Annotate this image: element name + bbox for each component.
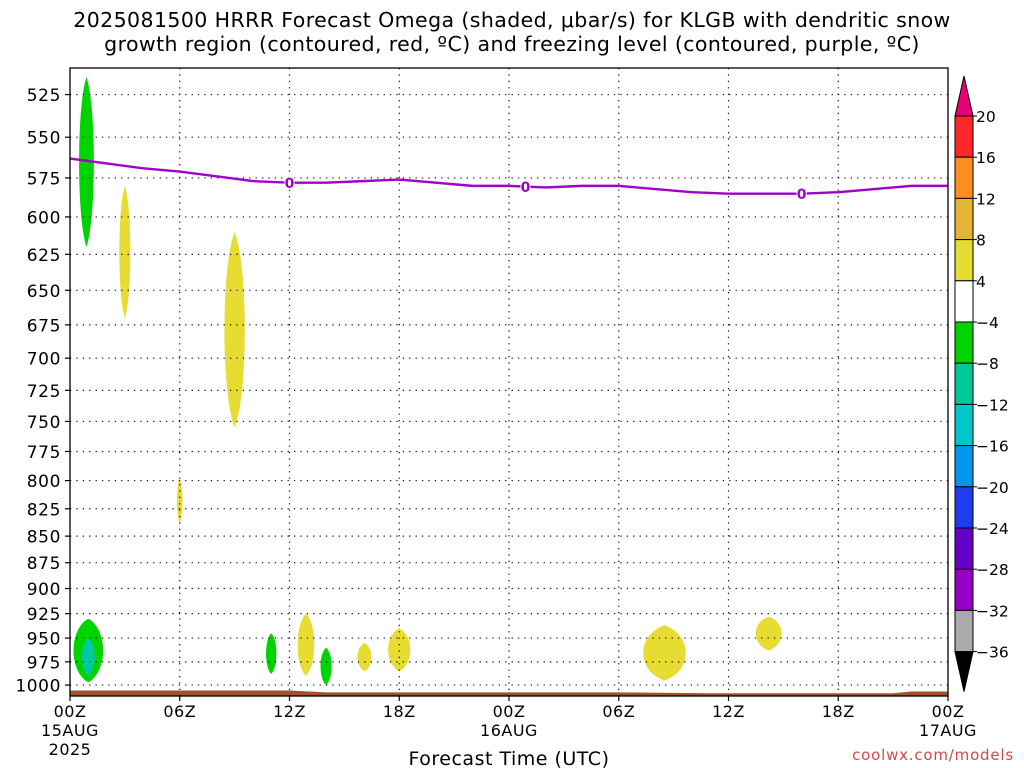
colorbar-segment <box>954 197 974 241</box>
colorbar-label: 16 <box>976 149 996 167</box>
y-tick-label: 975 <box>27 653 61 673</box>
y-tick-label: 900 <box>27 580 61 600</box>
omega-region-8 <box>297 613 315 676</box>
y-tick-label: 775 <box>27 443 61 463</box>
colorbar-label: −4 <box>976 314 999 332</box>
y-tick-label: 525 <box>27 86 61 106</box>
colorbar: 20 16 12 8 4 −4 −8 −12 −16 −20 −24 −28 −32 −36 <box>954 75 1009 692</box>
colorbar-label: −24 <box>976 520 1009 538</box>
title-line-2: growth region (contoured, red, ºC) and f… <box>104 32 920 56</box>
colorbar-label: −20 <box>976 479 1009 497</box>
contour-label-bg <box>520 178 531 194</box>
colorbar-bottom-arrow <box>954 651 974 692</box>
colorbar-label: −36 <box>976 644 1009 662</box>
colorbar-segment <box>954 403 974 447</box>
x-tick-label: 12Z <box>712 702 745 721</box>
x-tick-label: 18Z <box>383 702 416 721</box>
omega-region-11 <box>388 628 411 672</box>
site-credit: coolwx.com/models <box>852 746 1014 764</box>
colorbar-segment <box>954 321 974 364</box>
contour-label-bg <box>284 174 295 190</box>
omega-region-9 <box>320 647 332 686</box>
colorbar-segment <box>954 362 974 405</box>
axes-layer: 525 550 575 600 625 650 675 700 725 750 775 800 825 8… <box>15 86 977 759</box>
omega-region-10 <box>357 642 372 672</box>
y-tick-label: 750 <box>27 413 61 433</box>
x-tick-date-label: 16AUG <box>480 721 538 740</box>
chart-title: 2025081500 HRRR Forecast Omega (shaded, … <box>0 8 1024 56</box>
x-axis-label: Forecast Time (UTC) <box>409 748 610 768</box>
y-tick-label: 625 <box>27 246 61 266</box>
terrain-surface <box>70 690 948 696</box>
colorbar-segment <box>954 486 974 529</box>
y-tick-label: 850 <box>27 528 61 548</box>
x-tick-label: 00Z <box>54 702 87 721</box>
omega-region-2 <box>119 185 131 319</box>
colorbar-segment <box>954 445 974 488</box>
freezing-level-contour <box>69 157 948 195</box>
contour-layer: 0 0 0 <box>69 157 948 203</box>
colorbar-segment <box>954 156 974 199</box>
y-tick-label: 575 <box>27 169 61 189</box>
x-tick-date-label: 17AUG <box>919 721 977 740</box>
x-tick-label: 06Z <box>163 702 196 721</box>
y-tick-label: 675 <box>27 316 61 336</box>
grid-layer <box>70 68 948 696</box>
colorbar-label: 8 <box>976 232 986 250</box>
colorbar-label: −8 <box>976 355 999 373</box>
colorbar-segment <box>954 568 974 611</box>
x-tick-label: 00Z <box>932 702 965 721</box>
omega-region-6 <box>81 638 95 676</box>
x-tick-label: 00Z <box>493 702 526 721</box>
y-tick-label: 700 <box>27 350 61 370</box>
freezing-level-label: 0 <box>797 187 807 203</box>
colorbar-label: 20 <box>976 108 996 126</box>
omega-region-4 <box>176 478 183 524</box>
colorbar-label: −12 <box>976 396 1009 414</box>
y-tick-label: 550 <box>27 129 61 149</box>
x-tick-year-label: 2025 <box>49 740 92 759</box>
y-tick-label: 875 <box>27 554 61 574</box>
colorbar-label: 12 <box>976 190 996 208</box>
freezing-level-label: 0 <box>521 180 531 196</box>
y-tick-label: 650 <box>27 282 61 302</box>
colorbar-top-arrow <box>954 75 974 117</box>
x-tick-label: 18Z <box>822 702 855 721</box>
y-tick-label: 725 <box>27 382 61 402</box>
omega-shading-layer <box>70 76 948 696</box>
colorbar-label: −32 <box>976 602 1009 620</box>
x-tick-label: 12Z <box>273 702 306 721</box>
colorbar-label: 4 <box>976 273 986 291</box>
colorbar-segment <box>954 239 974 282</box>
colorbar-label: −28 <box>976 561 1009 579</box>
omega-region-7 <box>266 633 277 675</box>
y-tick-label: 825 <box>27 500 61 520</box>
colorbar-segment <box>954 609 974 653</box>
contour-label-bg <box>796 185 807 201</box>
colorbar-segment <box>954 280 974 323</box>
colorbar-segment <box>954 115 974 158</box>
omega-region-13 <box>755 616 782 651</box>
title-line-1: 2025081500 HRRR Forecast Omega (shaded, … <box>73 8 951 32</box>
x-tick-label: 06Z <box>602 702 635 721</box>
freezing-level-label: 0 <box>285 176 295 192</box>
y-tick-label: 1000 <box>15 677 61 697</box>
omega-region-12 <box>643 625 686 681</box>
colorbar-label: −16 <box>976 438 1009 456</box>
y-tick-label: 950 <box>27 630 61 650</box>
omega-region-3 <box>224 232 245 428</box>
y-tick-label: 925 <box>27 605 61 625</box>
y-tick-label: 600 <box>27 208 61 228</box>
y-tick-label: 800 <box>27 472 61 492</box>
x-tick-date-label: 15AUG <box>41 721 99 740</box>
colorbar-segment <box>954 527 974 570</box>
